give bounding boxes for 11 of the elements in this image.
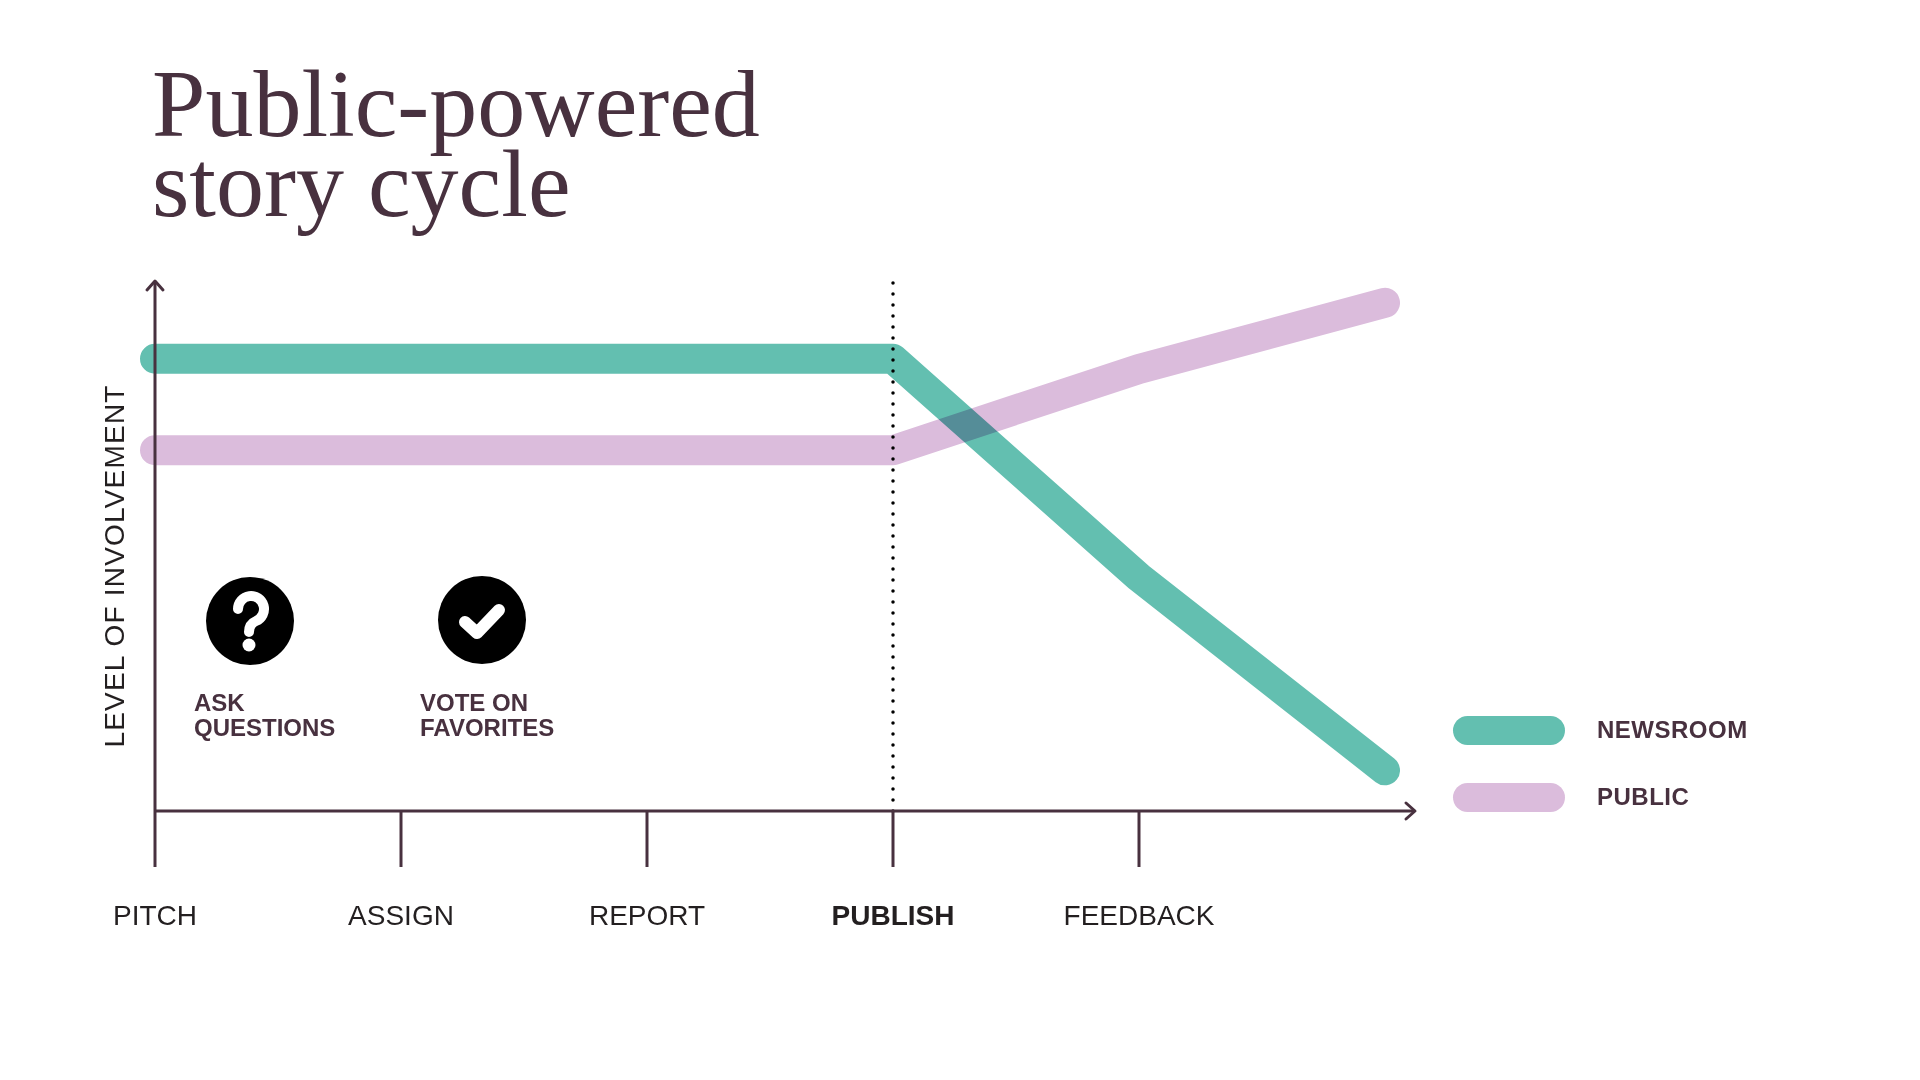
annotation: VOTE ON FAVORITES bbox=[420, 689, 556, 741]
legend-label: NEWSROOM bbox=[1597, 716, 1748, 744]
x-tick-label: FEEDBACK bbox=[1063, 899, 1215, 931]
x-tick-label: PITCH bbox=[113, 899, 197, 931]
annotation: ASK QUESTIONS bbox=[194, 689, 337, 741]
x-tick-label: ASSIGN bbox=[348, 899, 454, 931]
x-tick-label: PUBLISH bbox=[831, 899, 955, 931]
y-axis-title: LEVEL OF INVOLVEMENT bbox=[99, 384, 130, 748]
x-tick-label: REPORT bbox=[588, 899, 706, 931]
legend-label: PUBLIC bbox=[1597, 783, 1690, 811]
chart-title: Public-powered story cycle bbox=[152, 50, 761, 237]
